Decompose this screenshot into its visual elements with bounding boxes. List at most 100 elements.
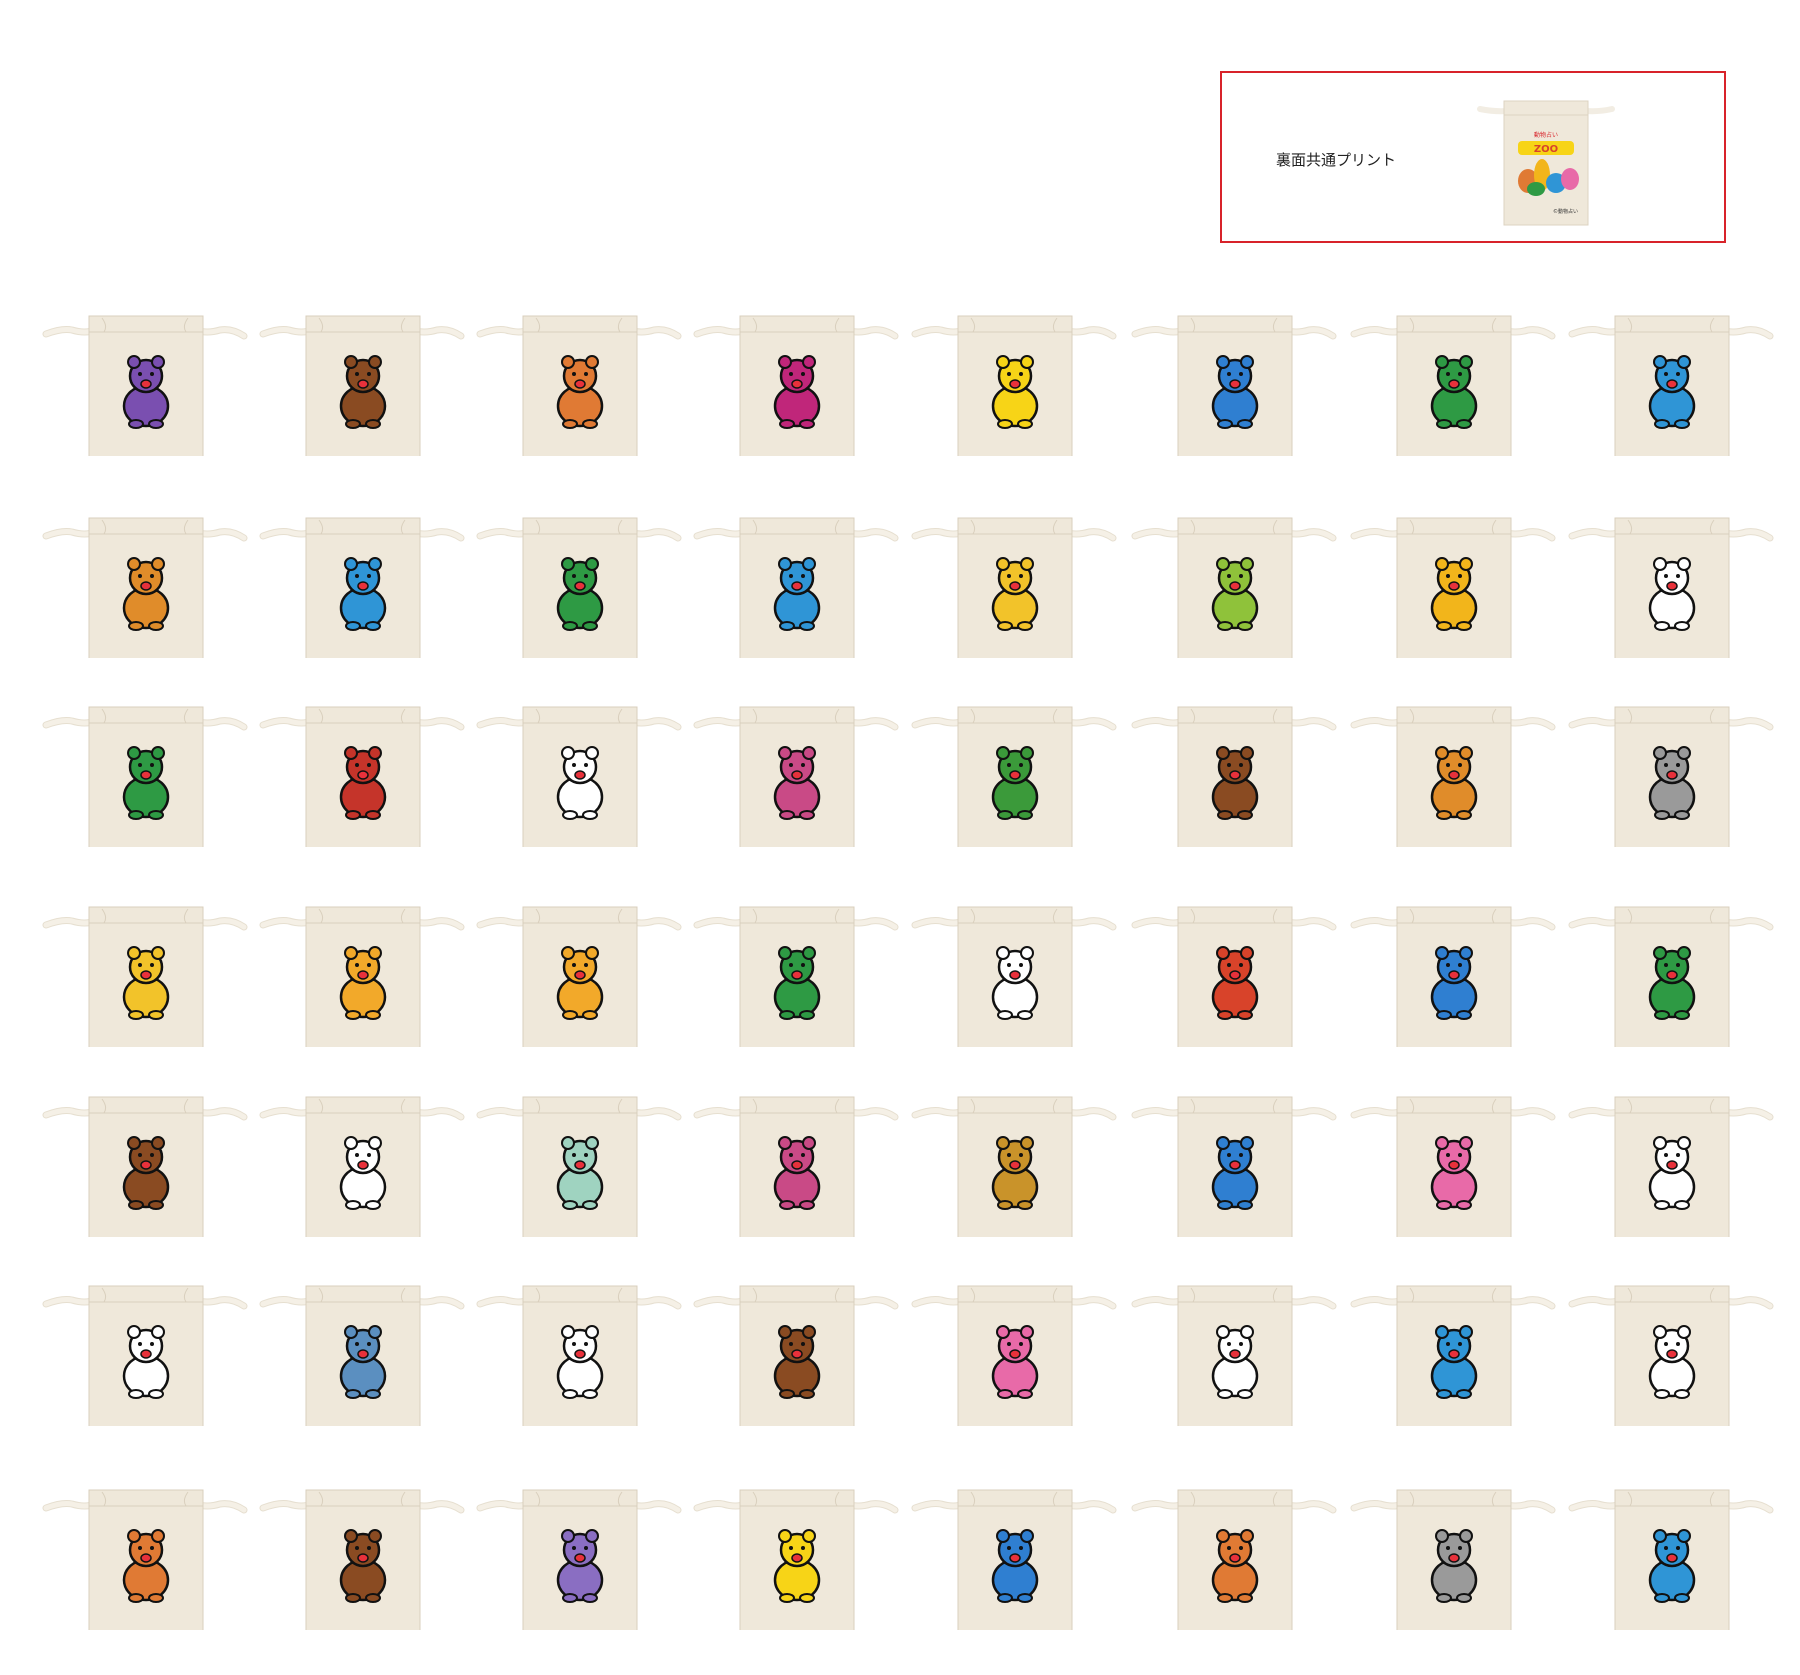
mallard-icon xyxy=(991,1136,1039,1210)
ox-icon xyxy=(122,1136,170,1210)
pouch-mallard xyxy=(911,1087,1117,1237)
pouch-rhino xyxy=(911,1276,1117,1426)
mouse-icon xyxy=(1648,946,1696,1020)
sheep-icon xyxy=(1648,1325,1696,1399)
deer-icon xyxy=(1648,355,1696,429)
pouch-kangaroo xyxy=(1350,697,1556,847)
seal-icon xyxy=(1211,557,1259,631)
pouch-tapir xyxy=(476,1480,682,1630)
pouch-horse xyxy=(1131,697,1337,847)
goat-icon xyxy=(1648,557,1696,631)
pouch-hawk xyxy=(259,697,465,847)
rat-icon xyxy=(1430,1529,1478,1603)
duck-icon xyxy=(339,557,387,631)
rooster-icon xyxy=(1211,1325,1259,1399)
pouch-elephant xyxy=(693,508,899,658)
pouch-hippo xyxy=(693,697,899,847)
pouch-cockatoo xyxy=(476,1087,682,1237)
pouch-sheep xyxy=(1568,1276,1774,1426)
hen-icon xyxy=(556,746,604,820)
wolf-icon xyxy=(1211,1529,1259,1603)
pouch-rabbit xyxy=(476,1276,682,1426)
horse-icon xyxy=(1211,746,1259,820)
bear-icon xyxy=(339,355,387,429)
pouch-owl xyxy=(911,697,1117,847)
back-print-small-text: 動物占い xyxy=(1534,131,1558,139)
owl-icon xyxy=(991,746,1039,820)
crocodile-icon xyxy=(1430,355,1478,429)
pouch-lion xyxy=(259,897,465,1047)
kangaroo-icon xyxy=(1430,746,1478,820)
tapir-icon xyxy=(556,1529,604,1603)
pouch-pelican xyxy=(911,897,1117,1047)
tiger-icon xyxy=(773,1529,821,1603)
zebra-icon xyxy=(1648,1529,1696,1603)
back-print-bag: 動物占い ZOO ©動物占い xyxy=(1477,100,1615,226)
pouch-camel xyxy=(476,306,682,456)
pouch-rat xyxy=(1350,1480,1556,1630)
camel-icon xyxy=(556,355,604,429)
pouch-fox xyxy=(911,508,1117,658)
pouch-lynx xyxy=(476,897,682,1047)
pouch-parrot xyxy=(693,897,899,1047)
raccoon-icon xyxy=(773,1325,821,1399)
pouch-polar-bear xyxy=(42,1276,248,1426)
pouch-squirrel xyxy=(259,1480,465,1630)
pelican-icon xyxy=(991,946,1039,1020)
pouch-panda xyxy=(259,1087,465,1237)
pouch-hen xyxy=(476,697,682,847)
pouch-eagle xyxy=(476,508,682,658)
lion-icon xyxy=(339,946,387,1020)
pouch-deer xyxy=(1568,306,1774,456)
dove-icon xyxy=(1648,1136,1696,1210)
hawk-icon xyxy=(339,746,387,820)
pouch-koala xyxy=(1568,697,1774,847)
pouch-bear xyxy=(259,306,465,456)
pouch-goat xyxy=(1568,508,1774,658)
pouch-cat xyxy=(693,306,899,456)
monkey-icon xyxy=(1211,946,1259,1020)
koala-icon xyxy=(1648,746,1696,820)
pouch-wolf xyxy=(1131,1480,1337,1630)
hippo-icon xyxy=(773,746,821,820)
chick-icon xyxy=(991,355,1039,429)
pouch-peacock xyxy=(693,1087,899,1237)
robin-icon xyxy=(122,1529,170,1603)
dog-icon xyxy=(122,557,170,631)
pouch-cow xyxy=(1131,306,1337,456)
pouch-penguin xyxy=(1131,1087,1337,1237)
pouch-dove xyxy=(1568,1087,1774,1237)
pouch-pig xyxy=(1350,1087,1556,1237)
cockatoo-icon xyxy=(556,1136,604,1210)
elephant-icon xyxy=(773,557,821,631)
panda-icon xyxy=(339,1136,387,1210)
pouch-bat xyxy=(42,306,248,456)
pouch-tiger xyxy=(693,1480,899,1630)
whale-seal-icon xyxy=(1430,1325,1478,1399)
pouch-ox xyxy=(42,1087,248,1237)
bat-icon xyxy=(122,355,170,429)
penguin-icon xyxy=(1211,1136,1259,1210)
pouch-gorilla xyxy=(42,697,248,847)
pouch-giraffe xyxy=(1350,508,1556,658)
pouch-turtle xyxy=(911,1480,1117,1630)
back-print-copyright: ©動物占い xyxy=(1553,208,1578,215)
pouch-mouse xyxy=(1568,897,1774,1047)
pouch-rooster xyxy=(1131,1276,1337,1426)
eagle-icon xyxy=(556,557,604,631)
parrot-icon xyxy=(773,946,821,1020)
gorilla-icon xyxy=(122,746,170,820)
sea-creatures-icon xyxy=(1430,946,1478,1020)
squirrel-icon xyxy=(339,1529,387,1603)
pouch-sea-creatures xyxy=(1350,897,1556,1047)
pouch-seal xyxy=(1131,508,1337,658)
rabbit-icon xyxy=(556,1325,604,1399)
pouch-leopard xyxy=(42,897,248,1047)
pig-icon xyxy=(1430,1136,1478,1210)
pouch-chick xyxy=(911,306,1117,456)
turtle-icon xyxy=(991,1529,1039,1603)
back-print-callout: 裏面共通プリント 動物占い ZOO ©動物占い xyxy=(1220,71,1726,243)
peacock-icon xyxy=(773,1136,821,1210)
cat-icon xyxy=(773,355,821,429)
